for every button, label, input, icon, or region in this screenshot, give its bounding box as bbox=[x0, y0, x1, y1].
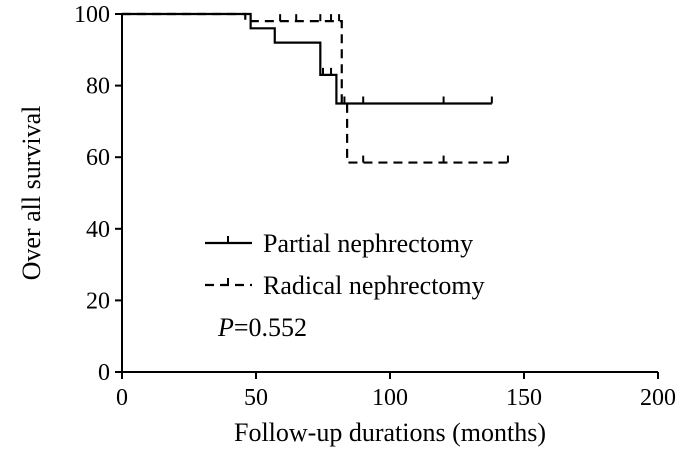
tick-labels: 0 50 100 150 200 0 20 40 60 80 100 bbox=[74, 2, 676, 411]
x-tick-label: 50 bbox=[244, 385, 268, 411]
ticks bbox=[115, 13, 659, 379]
y-axis-title: Over all survival bbox=[17, 106, 46, 281]
x-tick-label: 100 bbox=[372, 385, 408, 411]
y-tick-label: 100 bbox=[74, 2, 110, 28]
y-tick-label: 20 bbox=[86, 288, 110, 314]
x-tick-label: 0 bbox=[116, 385, 128, 411]
y-tick-label: 60 bbox=[86, 145, 110, 171]
series-line-radical bbox=[122, 12, 508, 164]
x-axis-title: Follow-up durations (months) bbox=[234, 418, 546, 447]
y-tick-label: 80 bbox=[86, 74, 110, 100]
axes bbox=[121, 14, 658, 373]
y-tick-label: 0 bbox=[98, 360, 110, 386]
series-line-partial bbox=[122, 12, 492, 105]
legend-item-radical: Radical nephrectomy bbox=[205, 271, 485, 300]
legend-item-partial: Partial nephrectomy bbox=[205, 229, 473, 258]
survival-curves bbox=[122, 12, 509, 164]
legend-label-partial: Partial nephrectomy bbox=[263, 229, 473, 258]
legend-label-radical: Radical nephrectomy bbox=[263, 271, 485, 300]
x-tick-label: 200 bbox=[640, 385, 676, 411]
legend: Partial nephrectomy Radical nephrectomy bbox=[205, 229, 485, 300]
x-tick-label: 150 bbox=[506, 385, 542, 411]
y-tick-label: 40 bbox=[86, 217, 110, 243]
p-value-annotation: P=0.552 bbox=[217, 313, 307, 342]
